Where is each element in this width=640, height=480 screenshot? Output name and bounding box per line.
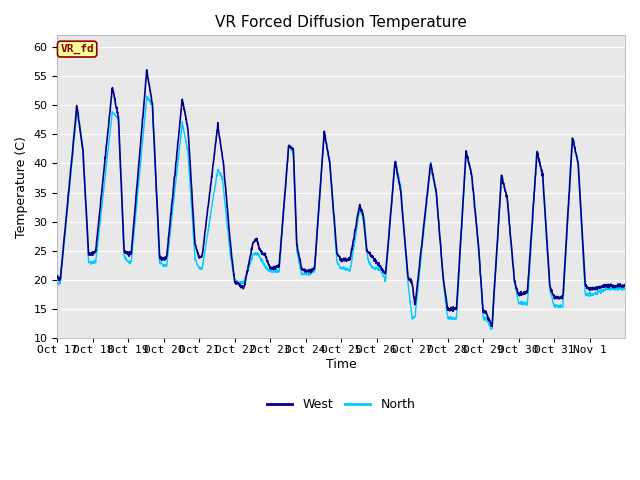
- Y-axis label: Temperature (C): Temperature (C): [15, 136, 28, 238]
- Legend: West, North: West, North: [262, 393, 420, 416]
- Text: VR_fd: VR_fd: [60, 44, 94, 54]
- Title: VR Forced Diffusion Temperature: VR Forced Diffusion Temperature: [215, 15, 467, 30]
- X-axis label: Time: Time: [326, 358, 356, 371]
